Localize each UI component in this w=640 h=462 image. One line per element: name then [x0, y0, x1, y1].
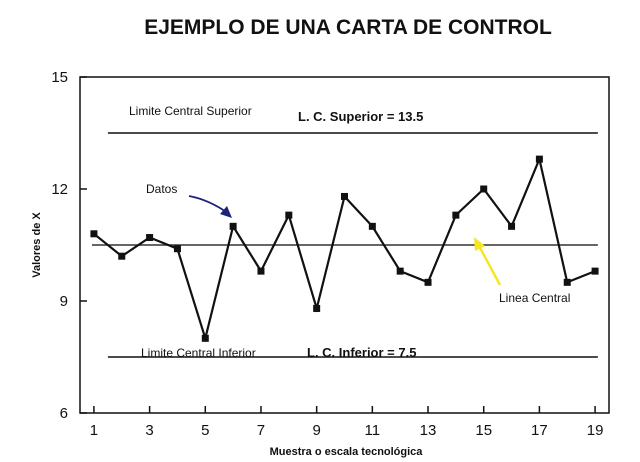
upper-limit-value: L. C. Superior = 13.5	[298, 109, 423, 124]
data-point	[173, 245, 181, 253]
lower-limit-label: Limite Central Inferior	[141, 346, 256, 360]
data-point	[146, 234, 154, 242]
chart-title: EJEMPLO DE UNA CARTA DE CONTROL	[144, 16, 552, 39]
center-annotation-arrow	[474, 237, 502, 286]
y-axis: 6 9 12 15	[51, 69, 87, 422]
data-point	[508, 222, 516, 230]
series-points	[90, 155, 599, 342]
x-tick-label: 17	[531, 422, 548, 439]
data-point	[341, 192, 348, 200]
y-tick-label: 6	[60, 405, 68, 422]
data-point	[396, 267, 404, 275]
y-axis-label: Valores de X	[31, 212, 43, 278]
data-point	[368, 222, 376, 230]
x-tick-label: 13	[420, 422, 437, 439]
data-point	[591, 267, 599, 275]
lower-limit-value: L. C. Inferior = 7.5	[307, 345, 416, 360]
x-tick-label: 19	[587, 422, 604, 439]
data-point	[424, 278, 432, 286]
x-tick-label: 5	[201, 422, 209, 439]
x-tick-label: 3	[145, 422, 153, 439]
x-tick-label: 9	[312, 422, 320, 439]
x-axis-label: Muestra o escala tecnológica	[270, 446, 424, 458]
reference-lines	[91, 132, 598, 358]
data-point	[480, 185, 488, 193]
x-tick-label: 11	[365, 422, 381, 439]
data-point	[229, 222, 237, 230]
x-tick-label: 1	[90, 422, 98, 439]
data-point	[313, 304, 321, 312]
center-annotation-label: Linea Central	[499, 291, 570, 305]
data-point	[535, 155, 543, 163]
y-tick-label: 9	[60, 293, 68, 310]
data-point	[90, 230, 98, 238]
x-tick-label: 15	[475, 422, 492, 439]
data-annotation-label: Datos	[146, 182, 177, 196]
y-tick-label: 15	[51, 69, 68, 86]
data-point	[257, 267, 265, 275]
upper-limit-label: Limite Central Superior	[129, 104, 252, 118]
x-tick-label: 7	[257, 422, 265, 439]
plot-frame	[79, 76, 610, 414]
data-point	[118, 252, 126, 260]
data-point	[563, 278, 571, 286]
data-point	[452, 211, 460, 219]
data-point	[285, 211, 293, 219]
y-tick-label: 12	[51, 181, 68, 198]
x-axis: 1 3 5 7 9 11 13 15 17 19	[90, 406, 604, 439]
data-annotation-arrow	[188, 195, 232, 218]
data-point	[201, 334, 209, 342]
